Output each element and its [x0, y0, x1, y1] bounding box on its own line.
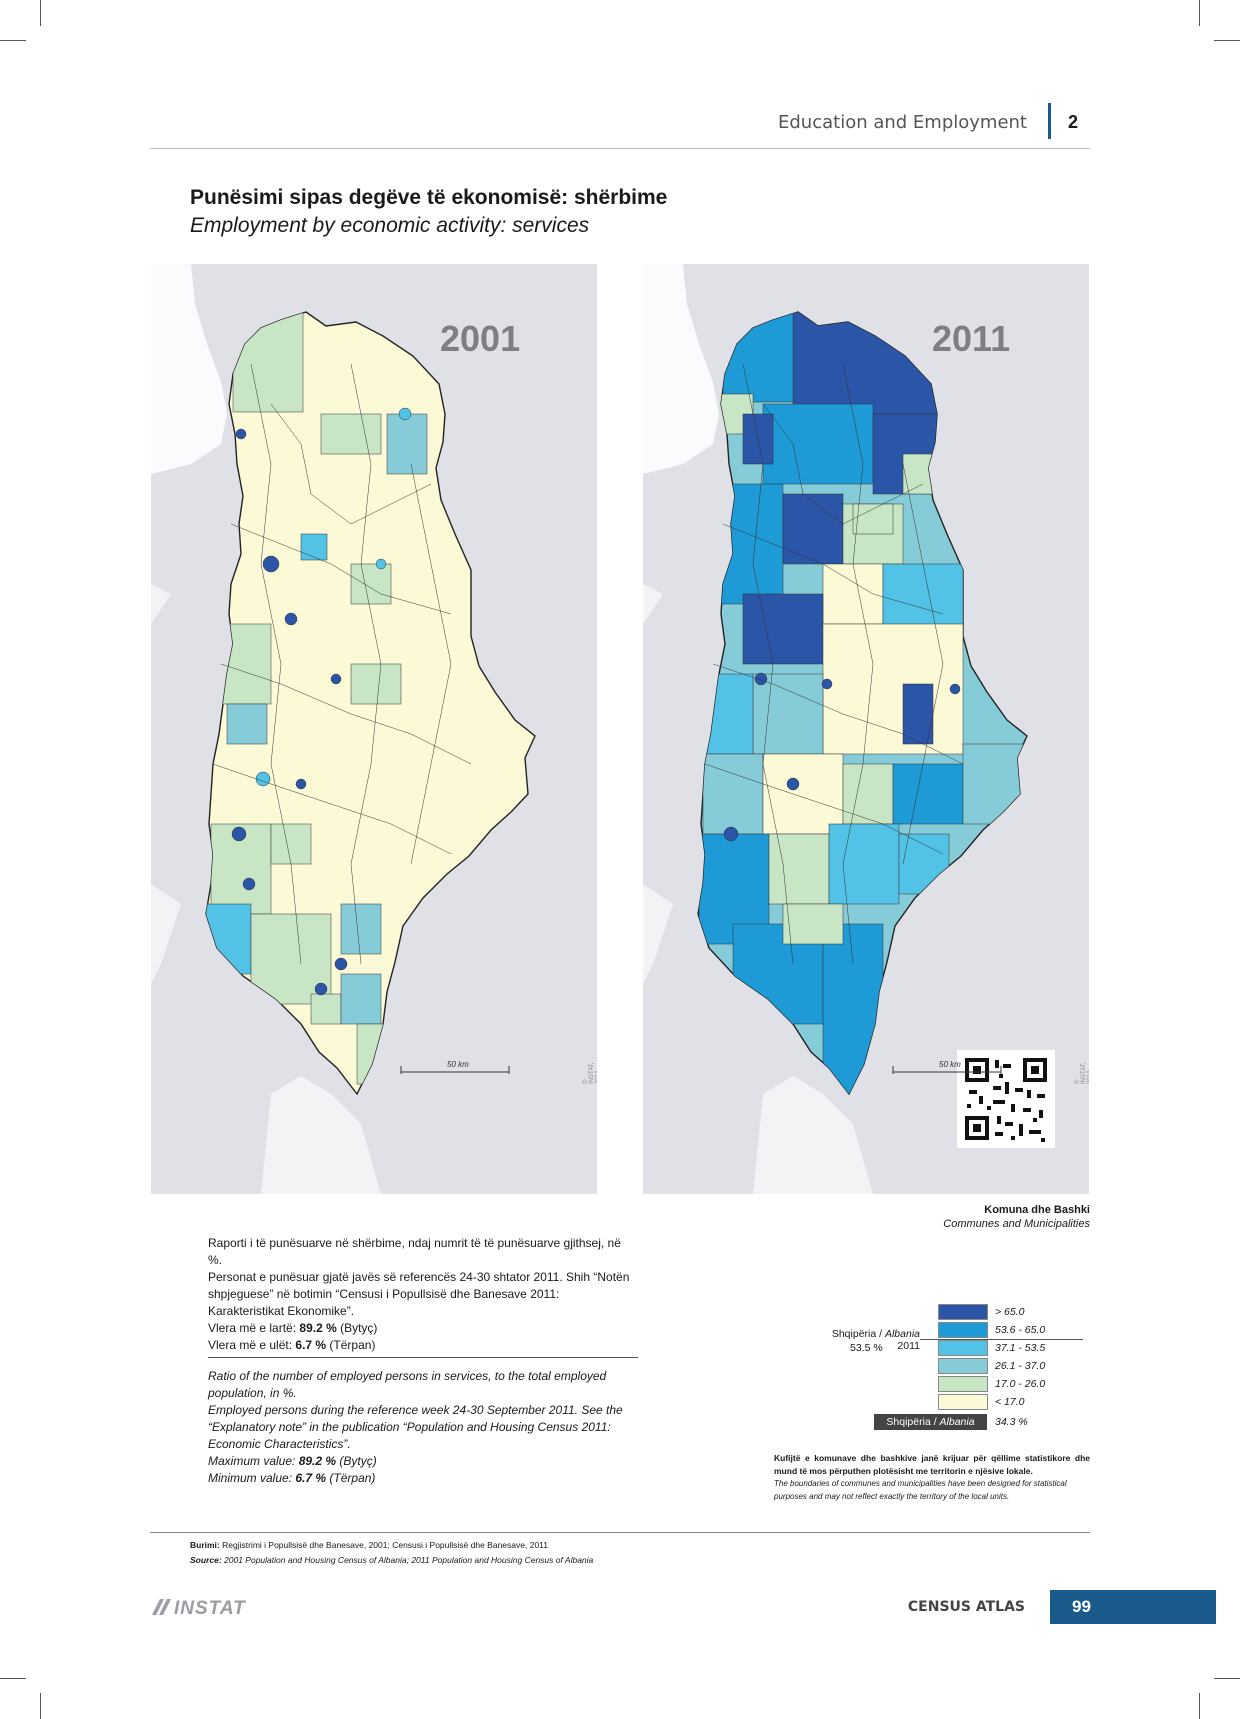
map-year-2001: 2001 — [440, 318, 521, 359]
map-year-2011: 2011 — [932, 318, 1011, 359]
legend-item: 26.1 - 37.0 — [938, 1358, 1118, 1376]
page-subtitle: Employment by economic activity: service… — [190, 214, 590, 237]
chapter-number: 2 — [1068, 112, 1079, 132]
map-2011: 50 km © INSTAT, 2014 — [643, 264, 1089, 1194]
page-number: 99 — [1072, 1597, 1091, 1616]
crop-mark — [1214, 40, 1240, 41]
legend-swatch — [938, 1394, 988, 1410]
page-title: Punësimi sipas degëve të ekonomisë: shër… — [190, 186, 668, 209]
instat-logo: INSTAT — [150, 1597, 246, 1620]
national-2001-value: 34.3 % — [995, 1416, 1028, 1428]
legend-swatch — [938, 1358, 988, 1374]
boundary-note-english: The boundaries of communes and municipal… — [774, 1479, 1067, 1501]
crop-mark — [1199, 1693, 1200, 1719]
footer-rule — [150, 1532, 1090, 1533]
logo-mark-icon — [152, 1599, 171, 1615]
crop-mark — [1214, 1678, 1240, 1679]
crop-mark — [40, 1693, 41, 1719]
crop-mark — [1199, 0, 1200, 26]
legend-item: 17.0 - 26.0 — [938, 1376, 1118, 1394]
national-2001-label: Shqipëria / Albania 2001 — [874, 1414, 987, 1444]
map-2011-graphic — [643, 264, 1055, 1194]
copyright: © INSTAT, 2014 — [583, 1062, 597, 1084]
scale-label: 50 km — [447, 1060, 469, 1069]
source-english: Source: 2001 Population and Housing Cens… — [190, 1555, 594, 1565]
legend-swatch — [938, 1340, 988, 1356]
national-2011-marker — [920, 1339, 1083, 1340]
header-rule — [150, 148, 1090, 149]
text-divider — [208, 1357, 638, 1358]
legend-subtitle: Communes and Municipalities — [943, 1218, 1090, 1230]
section-title: Education and Employment — [778, 112, 1027, 133]
map-2001-graphic — [151, 264, 536, 1194]
map-2001: 50 km © INSTAT, 2014 — [151, 264, 597, 1194]
publication-name: CENSUS ATLAS — [907, 1599, 1025, 1615]
legend-title: Komuna dhe Bashki — [984, 1204, 1090, 1216]
boundary-note-albanian: Kufijtë e komunave dhe bashkive janë kri… — [774, 1453, 1090, 1476]
legend-item: < 17.0 — [938, 1394, 1118, 1412]
header-divider — [1048, 103, 1051, 139]
crop-mark — [40, 0, 41, 26]
crop-mark — [0, 1678, 26, 1679]
national-2011-label: Shqipëria / Albania 2011 — [831, 1328, 920, 1352]
description-english: Ratio of the number of employed persons … — [208, 1369, 623, 1485]
legend-item: 53.6 - 65.0 — [938, 1322, 1118, 1340]
source-albanian: Burimi: Regjistrimi i Popullsisë dhe Ban… — [190, 1540, 548, 1550]
qr-code — [957, 1050, 1055, 1148]
legend-item: > 65.0 — [938, 1304, 1118, 1322]
legend-swatch — [938, 1304, 988, 1320]
legend-swatch — [938, 1322, 988, 1338]
legend-swatch — [938, 1376, 988, 1392]
description-albanian: Raporti i të punësuarve në shërbime, nda… — [208, 1236, 630, 1352]
scale-label: 50 km — [939, 1060, 961, 1069]
copyright: © INSTAT, 2014 — [1075, 1062, 1089, 1084]
national-2011-value: 53.5 % — [850, 1342, 883, 1354]
legend-item: 37.1 - 53.5 — [938, 1340, 1118, 1358]
crop-mark — [0, 40, 26, 41]
page-number-box: 99 — [1050, 1590, 1216, 1624]
